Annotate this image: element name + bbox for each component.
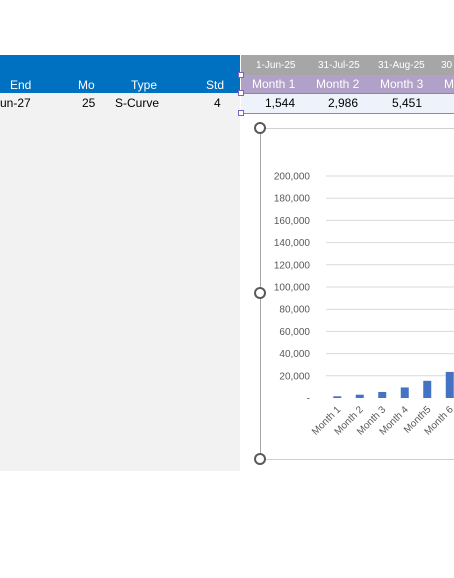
month-cell-4[interactable]: M <box>444 77 454 91</box>
chart-resize-handle-bottom[interactable] <box>254 453 266 465</box>
cell-type[interactable]: S-Curve <box>115 96 160 110</box>
range-handle-tl[interactable] <box>238 72 244 78</box>
y-tick-label: 180,000 <box>274 194 311 205</box>
y-tick-label: 60,000 <box>279 327 310 338</box>
bar[interactable] <box>378 391 387 398</box>
sheet-left-pane <box>0 55 240 471</box>
bar[interactable] <box>423 380 432 398</box>
cell-mo[interactable]: 25 <box>82 96 96 110</box>
col-header-std[interactable]: Std <box>206 78 225 92</box>
y-tick-label: 20,000 <box>279 371 310 382</box>
table-header-band <box>0 55 240 93</box>
bar[interactable] <box>445 371 454 398</box>
col-header-mo[interactable]: Mo <box>78 78 95 92</box>
date-cell-1[interactable]: 1-Jun-25 <box>256 60 296 71</box>
y-tick-label: 100,000 <box>274 283 311 294</box>
bar[interactable] <box>355 394 364 398</box>
month-cell-3[interactable]: Month 3 <box>380 77 424 91</box>
bar[interactable] <box>400 387 409 398</box>
col-header-type[interactable]: Type <box>131 78 158 92</box>
column-chart[interactable]: 200,000 180,000 160,000 140,000 120,000 100,0… <box>262 160 454 460</box>
range-handle-ml[interactable] <box>238 90 244 96</box>
selected-value-row[interactable] <box>241 93 454 114</box>
chart-frame-bottom-edge <box>262 459 454 460</box>
month-header-band <box>241 75 454 93</box>
bar[interactable] <box>333 396 342 398</box>
date-cell-3[interactable]: 31-Aug-25 <box>378 60 425 71</box>
y-tick-label: 40,000 <box>279 349 310 360</box>
value-cell-3[interactable]: 5,451 <box>392 96 423 110</box>
cell-end[interactable]: un-27 <box>0 96 31 110</box>
y-tick-label: 120,000 <box>274 260 311 271</box>
col-header-end[interactable]: End <box>10 78 32 92</box>
chart-resize-handle-middle[interactable] <box>254 287 266 299</box>
month-cell-2[interactable]: Month 2 <box>316 77 360 91</box>
range-handle-bl[interactable] <box>238 110 244 116</box>
y-tick-label: 140,000 <box>274 238 311 249</box>
date-cell-2[interactable]: 31-Jul-25 <box>318 60 360 71</box>
chart-resize-handle-top[interactable] <box>254 122 266 134</box>
y-tick-label: - <box>307 394 310 405</box>
cell-std[interactable]: 4 <box>214 96 221 110</box>
chart-frame-top-edge <box>262 128 454 129</box>
date-cell-4[interactable]: 30 <box>441 60 453 71</box>
y-tick-label: 200,000 <box>274 172 311 183</box>
y-tick-label: 80,000 <box>279 305 310 316</box>
value-cell-1[interactable]: 1,544 <box>265 96 296 110</box>
month-cell-1[interactable]: Month 1 <box>252 77 296 91</box>
value-cell-2[interactable]: 2,986 <box>328 96 359 110</box>
y-tick-label: 160,000 <box>274 216 311 227</box>
